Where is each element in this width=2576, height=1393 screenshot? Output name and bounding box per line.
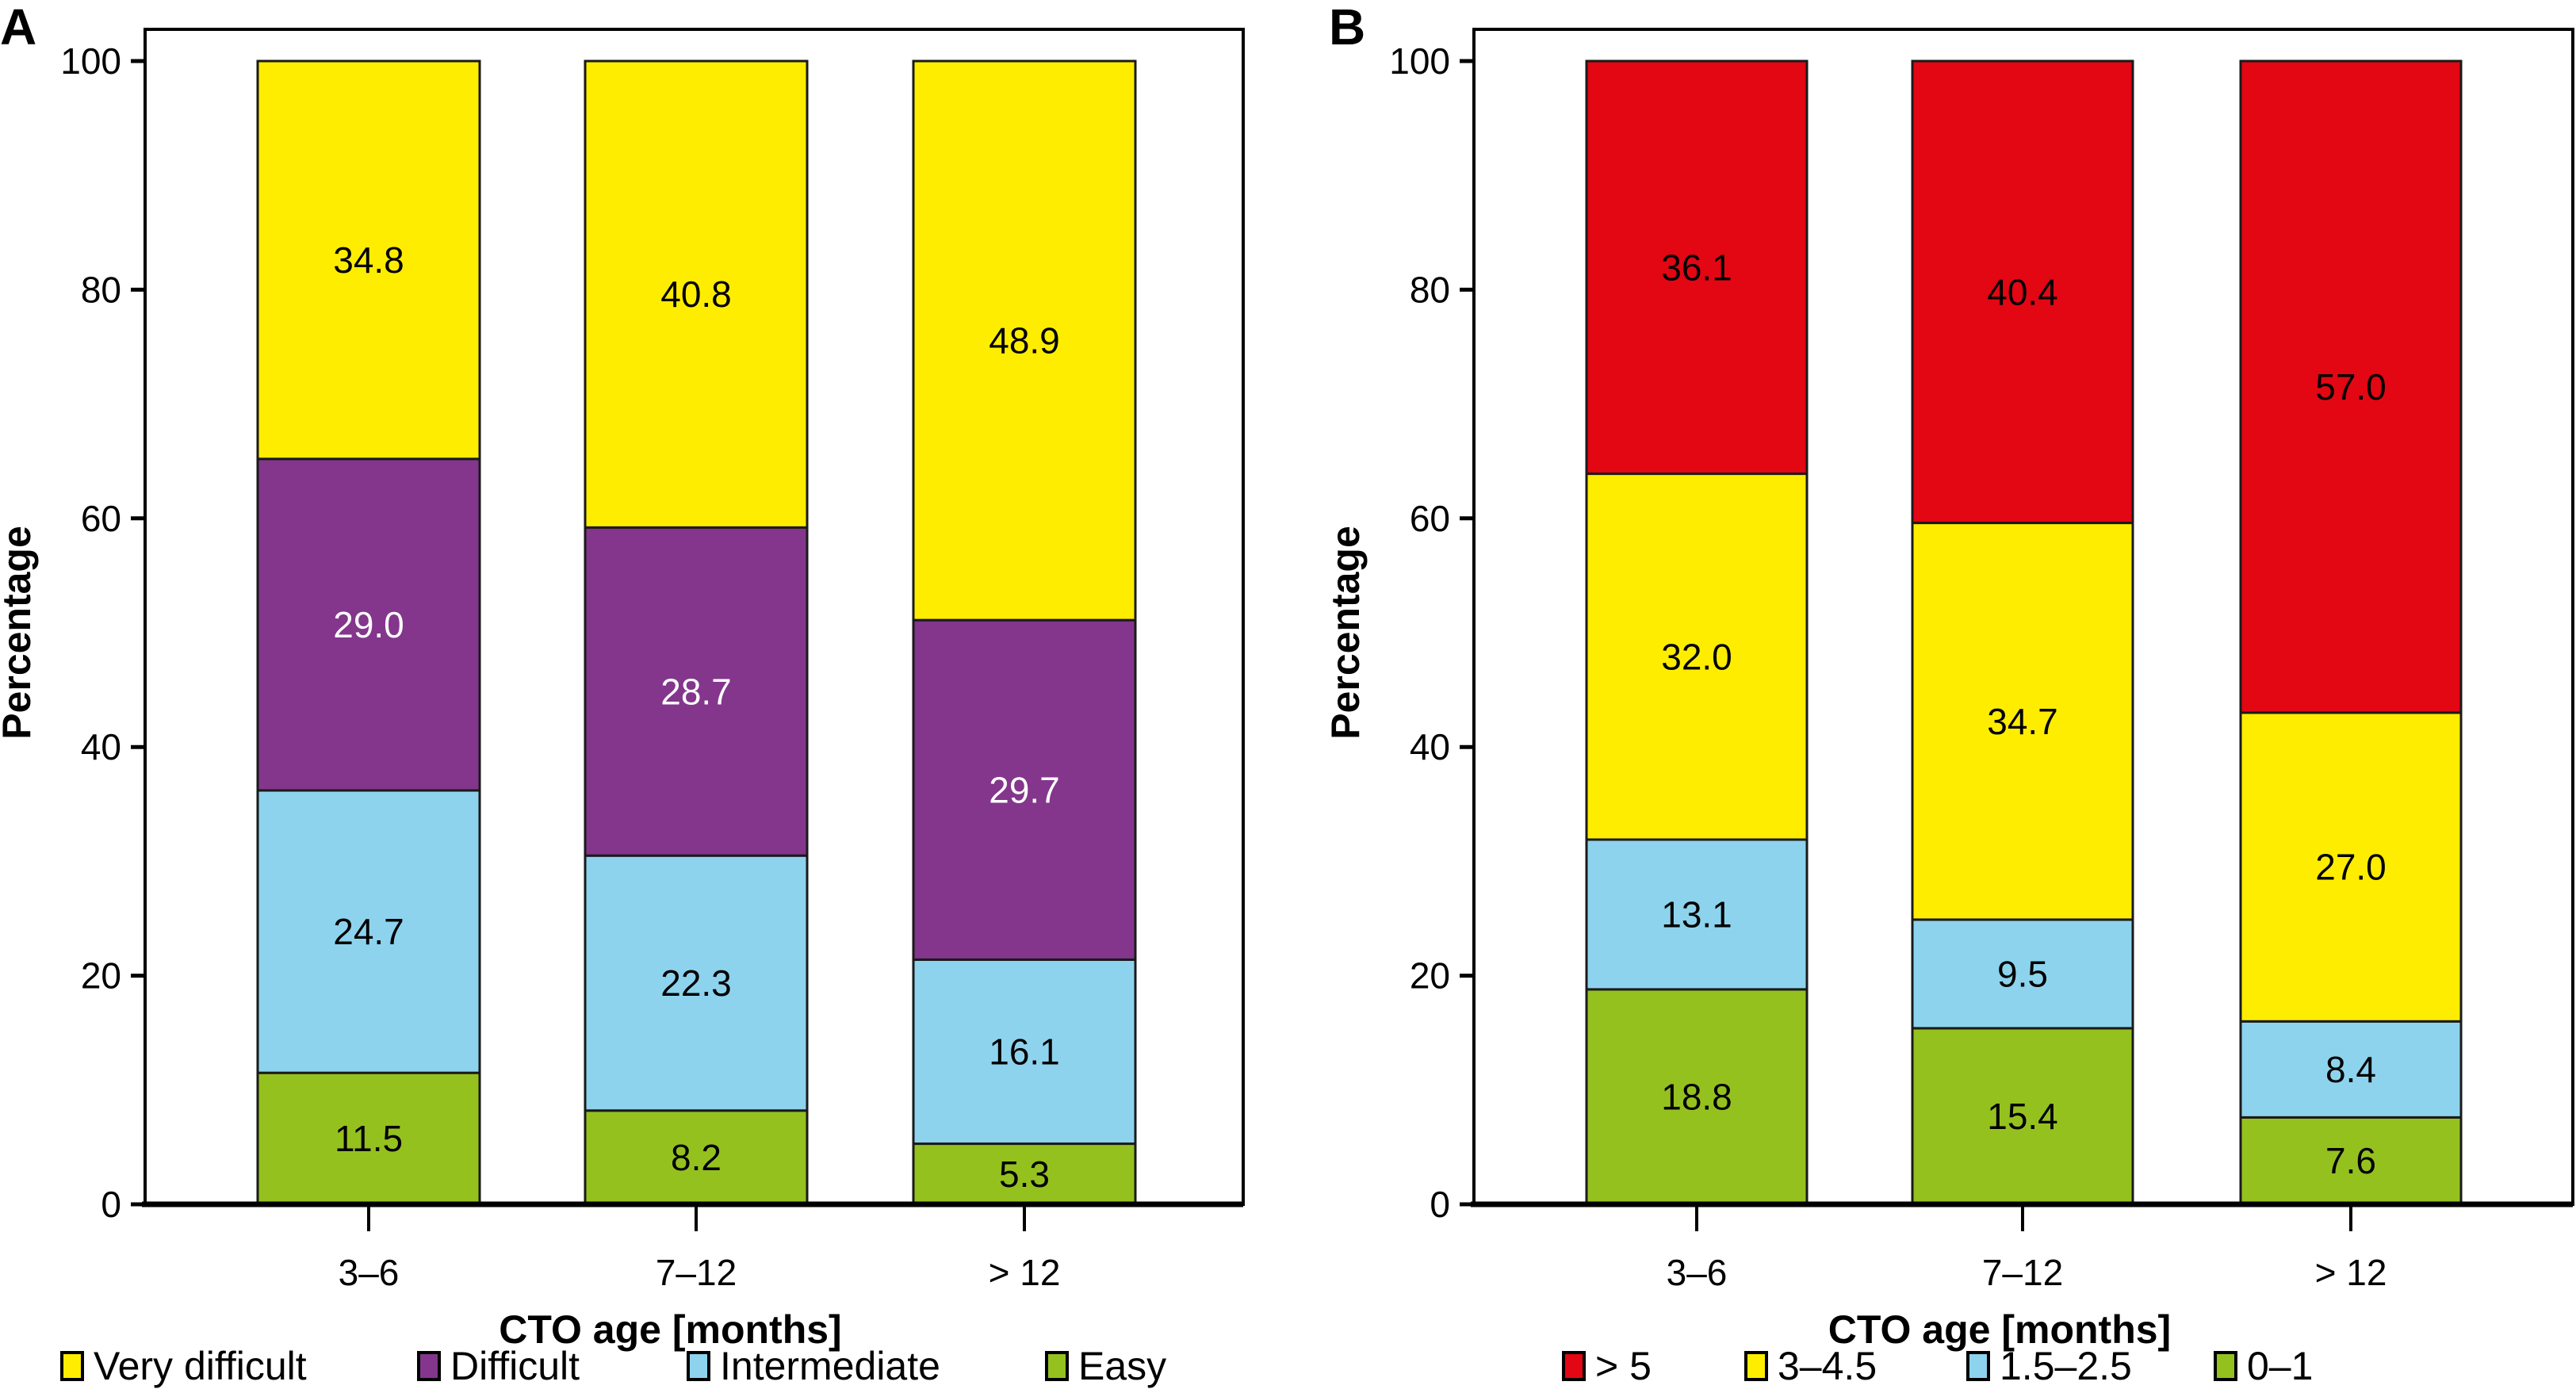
- data-label: 18.8: [1661, 1076, 1732, 1117]
- data-label: 8.4: [2325, 1049, 2376, 1090]
- y-tick-label: 0: [1430, 1184, 1450, 1225]
- bar-segment: [256, 59, 481, 461]
- legend-item: 0–1: [2214, 1344, 2313, 1388]
- legend: Very difficult Difficult Intermediate Easy: [60, 1344, 1166, 1388]
- bar-segment: [584, 854, 809, 1112]
- panel-b: B 0 20 40 60 80 100 Percentage 18.8 13.1 32.0 36.1 3…: [1323, 0, 2574, 1388]
- legend-label: 3–4.5: [1778, 1344, 1877, 1388]
- x-tick-label: > 12: [2315, 1252, 2387, 1293]
- legend-item: > 5: [1562, 1344, 1652, 1388]
- data-label: 57.0: [2315, 366, 2387, 408]
- y-tick-label: 80: [81, 269, 121, 310]
- bar-segment: [256, 457, 481, 792]
- y-tick-label: 0: [101, 1184, 121, 1225]
- data-label: 36.1: [1661, 247, 1732, 288]
- bar-segment: [2239, 711, 2463, 1023]
- legend-swatch: [687, 1351, 710, 1381]
- legend-item: 1.5–2.5: [1966, 1344, 2132, 1388]
- data-label: 40.4: [1987, 271, 2058, 312]
- panel-a: A 0 20 40 60 80 100 Percentage 11.5 24.7 29.0 34.8 3…: [0, 0, 1245, 1388]
- y-tick-label: 60: [1410, 498, 1450, 539]
- data-label: 48.9: [989, 320, 1060, 362]
- data-label: 9.5: [1997, 953, 2048, 994]
- y-tick-label: 100: [60, 40, 121, 82]
- legend-swatch: [417, 1351, 441, 1381]
- bar-segment: [1911, 59, 2134, 525]
- bar-segment: [1911, 918, 2134, 1030]
- legend-label: > 5: [1595, 1344, 1652, 1388]
- y-tick-label: 60: [81, 498, 121, 539]
- x-tick-label: 7–12: [1982, 1252, 2063, 1293]
- x-axis-label: CTO age [months]: [499, 1307, 841, 1352]
- data-label: 27.0: [2315, 847, 2387, 888]
- y-tick-label: 80: [1410, 269, 1450, 310]
- y-axis-label: Percentage: [1323, 526, 1368, 740]
- legend-item: Very difficult: [60, 1344, 307, 1388]
- x-tick-label: 3–6: [1667, 1252, 1728, 1293]
- bar-segment: [912, 958, 1137, 1146]
- bar-segment: [1585, 473, 1809, 841]
- data-label: 24.7: [333, 911, 404, 952]
- data-label: 28.7: [660, 671, 732, 712]
- bar-segment: [912, 59, 1137, 622]
- legend-item: Easy: [1045, 1344, 1166, 1388]
- data-label: 15.4: [1987, 1096, 2058, 1137]
- bar-segment: [584, 526, 809, 857]
- legend-swatch: [1966, 1351, 1990, 1381]
- x-tick-label: 3–6: [339, 1252, 400, 1293]
- legend-label: Difficult: [450, 1344, 580, 1388]
- y-tick-label: 40: [1410, 726, 1450, 767]
- data-label: 29.7: [989, 769, 1060, 810]
- bar-segment: [1585, 988, 1809, 1206]
- x-tick-label: > 12: [989, 1252, 1061, 1293]
- bar-segment: [912, 1142, 1137, 1206]
- data-label: 34.7: [1987, 701, 2058, 742]
- legend-label: 0–1: [2247, 1344, 2313, 1388]
- y-axis-label: Percentage: [0, 526, 39, 740]
- data-label: 5.3: [999, 1154, 1050, 1195]
- data-label: 22.3: [660, 962, 732, 1004]
- bar-segment: [2239, 59, 2463, 714]
- bar-segment: [584, 59, 809, 529]
- legend-label: Very difficult: [94, 1344, 307, 1388]
- data-label: 11.5: [335, 1118, 403, 1159]
- data-label: 13.1: [1661, 894, 1732, 935]
- legend-swatch: [60, 1351, 84, 1381]
- data-label: 8.2: [671, 1137, 722, 1178]
- x-tick-label: 7–12: [656, 1252, 737, 1293]
- y-tick-label: 100: [1389, 40, 1450, 82]
- legend-item: 3–4.5: [1744, 1344, 1877, 1388]
- legend-label: 1.5–2.5: [2000, 1344, 2132, 1388]
- data-label: 34.8: [333, 239, 404, 281]
- legend-item: Intermediate: [687, 1344, 940, 1388]
- data-label: 32.0: [1661, 636, 1732, 677]
- bar-segment: [256, 789, 481, 1074]
- legend: > 5 3–4.5 1.5–2.5 0–1: [1562, 1344, 2313, 1388]
- legend-label: Intermediate: [720, 1344, 940, 1388]
- legend-swatch: [1562, 1351, 1586, 1381]
- bar-segment: [584, 1109, 809, 1206]
- bar-segment: [1911, 1027, 2134, 1206]
- bar-segment: [912, 618, 1137, 961]
- panel-label: A: [0, 0, 36, 55]
- bar-segment: [1585, 838, 1809, 991]
- data-label: 40.8: [660, 274, 732, 315]
- legend-item: Difficult: [417, 1344, 580, 1388]
- data-label: 16.1: [989, 1031, 1060, 1072]
- panel-label: B: [1329, 0, 1365, 55]
- legend-swatch: [1744, 1351, 1768, 1381]
- data-label: 29.0: [333, 604, 404, 645]
- legend-swatch: [1045, 1351, 1069, 1381]
- y-tick-label: 20: [1410, 955, 1450, 997]
- y-tick-label: 40: [81, 726, 121, 767]
- x-axis-label: CTO age [months]: [1828, 1307, 2171, 1352]
- y-tick-label: 20: [81, 955, 121, 997]
- legend-swatch: [2214, 1351, 2237, 1381]
- bar-segment: [1585, 59, 1809, 476]
- data-label: 7.6: [2325, 1140, 2376, 1181]
- legend-label: Easy: [1078, 1344, 1166, 1388]
